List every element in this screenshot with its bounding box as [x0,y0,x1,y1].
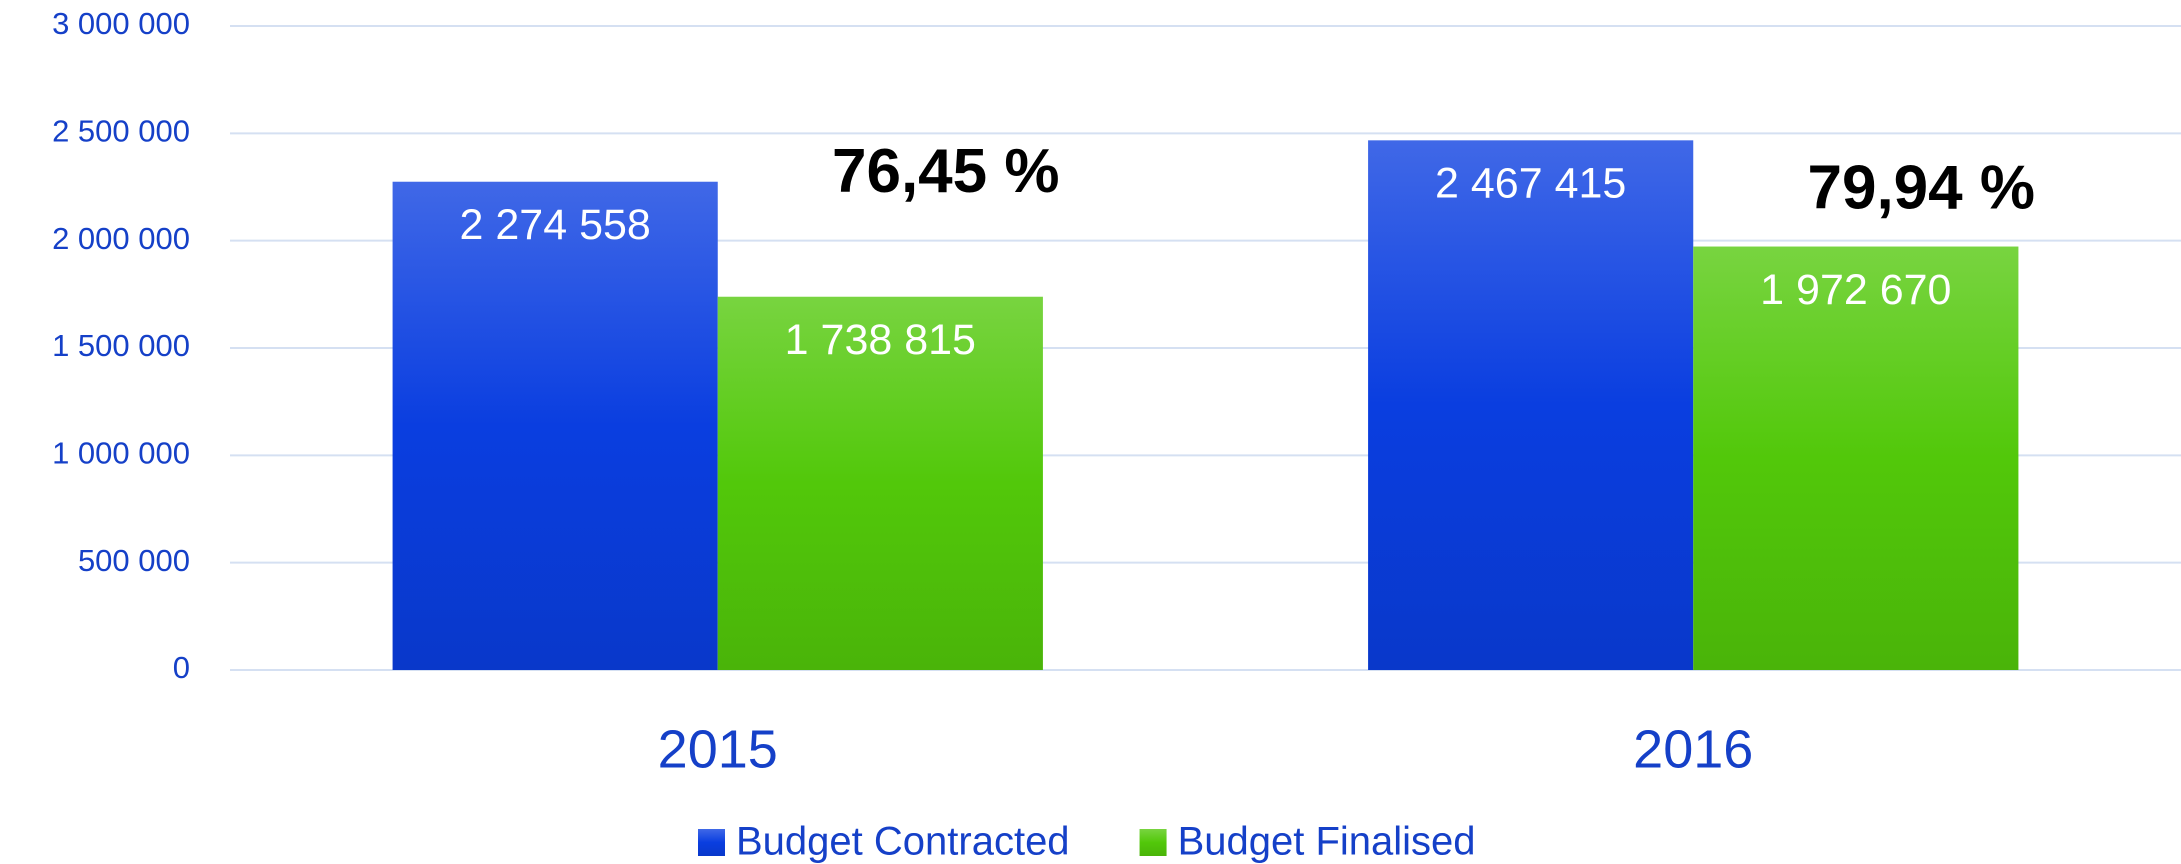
y-tick-label: 3 000 000 [52,6,190,41]
data-label: 1 972 670 [1760,266,1951,314]
bar [717,296,1043,670]
legend-swatch [1139,829,1167,856]
y-tick-label: 1 000 000 [52,436,190,471]
bar [1693,246,2019,670]
y-tick-label: 2 000 000 [52,221,190,256]
bar [1368,140,1694,670]
x-tick-label: 2015 [658,719,778,779]
data-label: 2 467 415 [1435,160,1626,208]
y-tick-label: 1 500 000 [52,328,190,363]
bar [392,181,718,670]
legend-swatch [698,829,725,856]
x-tick-label: 2016 [1633,719,1753,779]
percentage-annotation: 76,45 % [832,137,1060,206]
percentage-annotation: 79,94 % [1807,154,2035,223]
y-tick-label: 0 [173,650,190,685]
legend-label: Budget Contracted [736,820,1070,864]
y-tick-label: 2 500 000 [52,114,190,149]
data-label: 2 274 558 [460,201,651,249]
legend-label: Budget Finalised [1178,820,1476,864]
y-tick-label: 500 000 [78,543,190,578]
data-label: 1 738 815 [785,316,976,364]
